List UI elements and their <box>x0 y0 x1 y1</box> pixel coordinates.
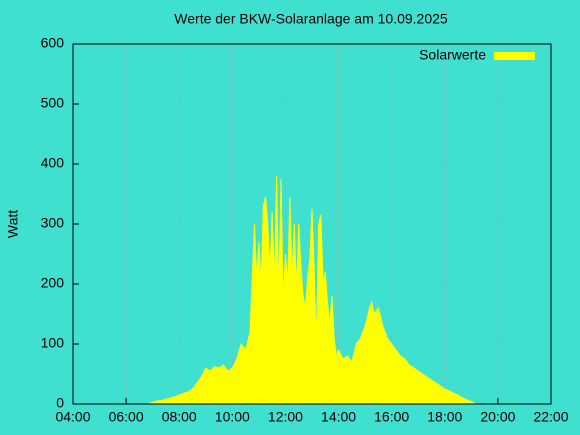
x-tick-label: 08:00 <box>162 409 197 425</box>
y-axis-label: Watt <box>5 210 21 238</box>
x-tick-label: 16:00 <box>374 409 409 425</box>
area <box>148 175 476 405</box>
x-tick-label: 22:00 <box>533 409 568 425</box>
y-tick-label: 100 <box>41 335 65 351</box>
x-tick-label: 10:00 <box>215 409 250 425</box>
x-tick-label: 14:00 <box>321 409 356 425</box>
y-tick-label: 300 <box>41 215 65 231</box>
y-tick-label: 200 <box>41 275 65 291</box>
y-tick-label: 600 <box>41 35 65 51</box>
x-tick-label: 04:00 <box>55 409 90 425</box>
x-tick-label: 06:00 <box>109 409 144 425</box>
x-tick-label: 12:00 <box>268 409 303 425</box>
y-tick-label: 500 <box>41 95 65 111</box>
legend-label: Solarwerte <box>419 47 486 63</box>
chart-title: Werte der BKW-Solaranlage am 10.09.2025 <box>174 11 448 27</box>
x-tick-label: 18:00 <box>427 409 462 425</box>
y-tick-label: 400 <box>41 155 65 171</box>
plot-border <box>72 43 552 405</box>
legend-swatch <box>494 52 535 60</box>
x-tick-label: 20:00 <box>480 409 515 425</box>
y-tick-label: 0 <box>56 395 64 411</box>
